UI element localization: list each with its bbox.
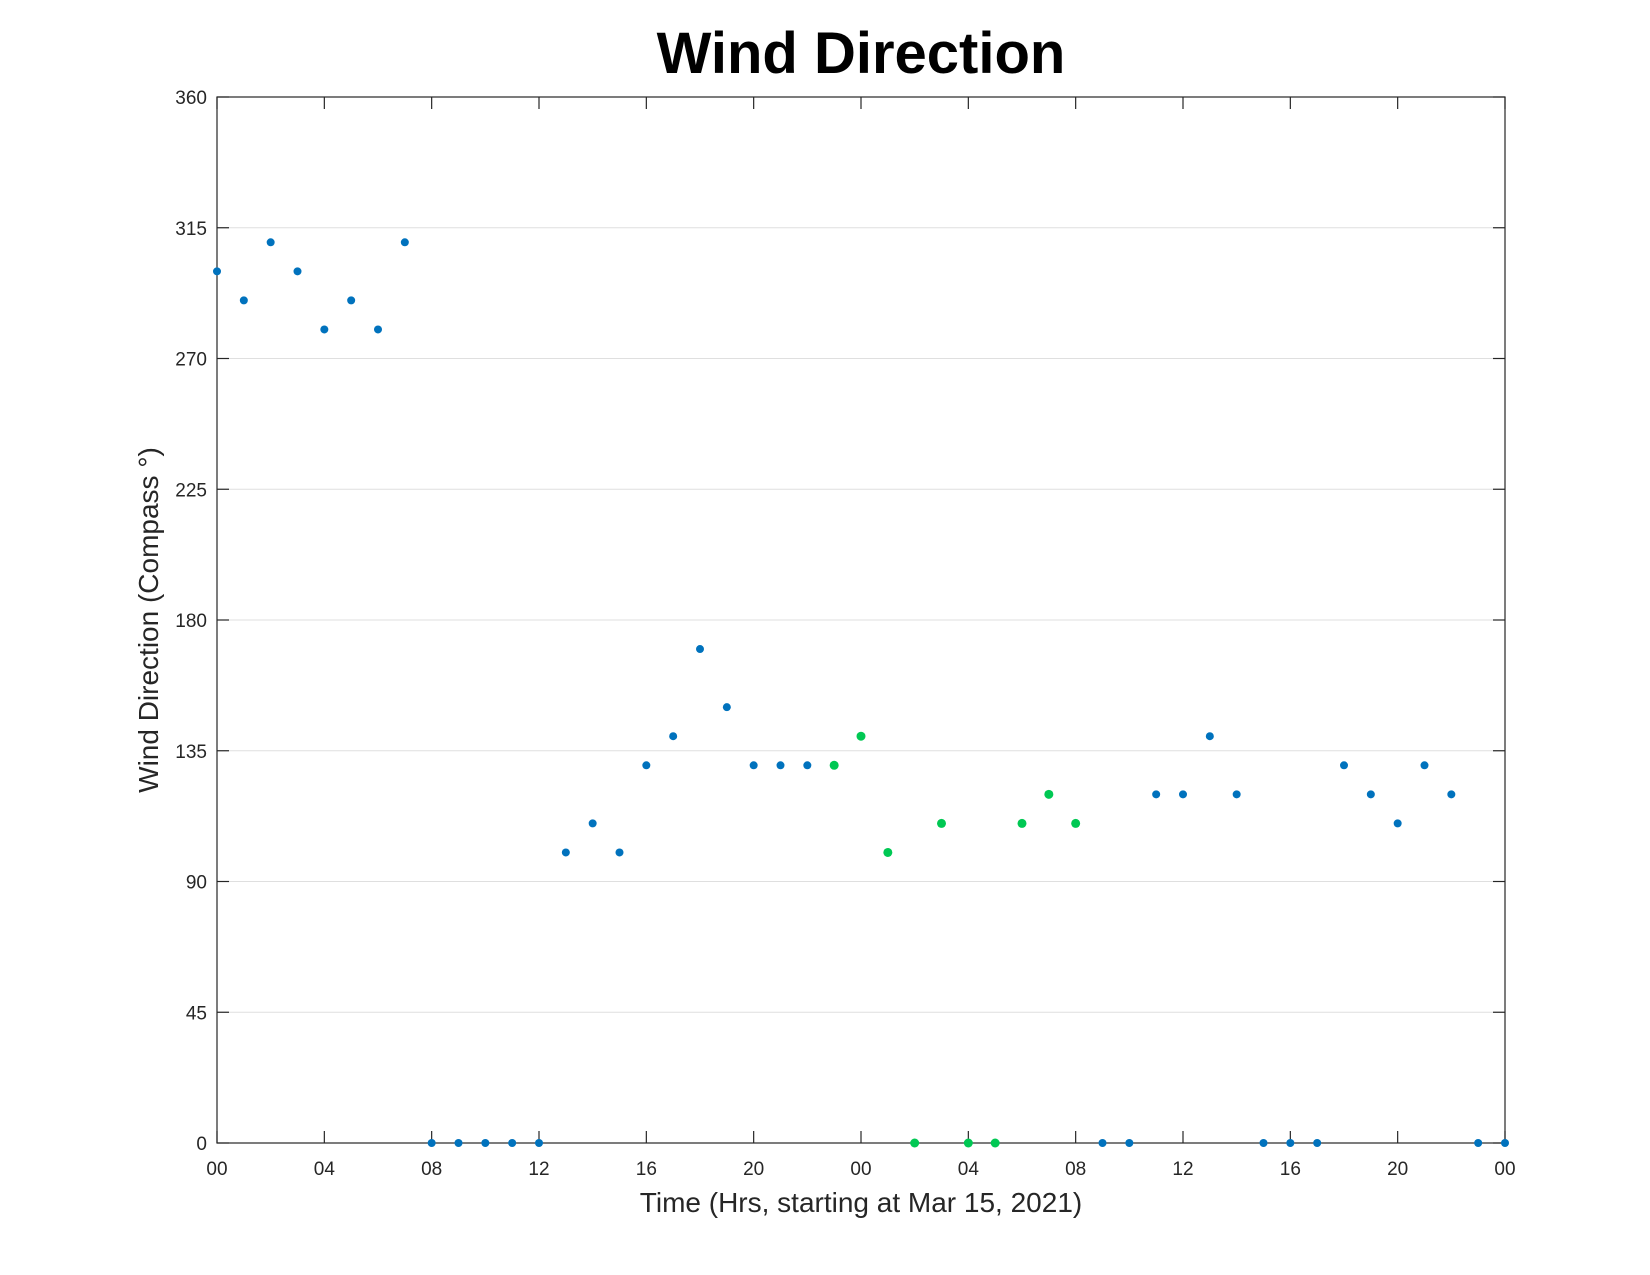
data-point — [1205, 732, 1214, 741]
y-axis-title: Wind Direction (Compass °) — [133, 447, 164, 793]
y-tick-label: 90 — [186, 873, 207, 894]
x-tick-label: 16 — [1280, 1159, 1301, 1180]
x-tick-label: 08 — [421, 1159, 442, 1180]
x-tick-label: 12 — [528, 1159, 549, 1180]
data-point — [615, 848, 624, 857]
data-point — [213, 267, 221, 276]
x-tick-label: 04 — [314, 1159, 336, 1180]
x-tick-label: 04 — [958, 1159, 980, 1180]
y-tick-label: 270 — [175, 350, 207, 371]
y-tick-label: 315 — [175, 219, 207, 240]
x-tick-label: 20 — [1387, 1159, 1408, 1180]
data-point — [883, 847, 893, 857]
data-point — [990, 1138, 1000, 1148]
data-point — [696, 645, 704, 654]
data-point — [963, 1138, 973, 1148]
data-point — [1340, 761, 1348, 770]
data-point — [239, 296, 248, 305]
data-point — [722, 703, 731, 712]
data-point — [561, 848, 570, 857]
data-point — [1393, 819, 1402, 828]
data-point — [1447, 790, 1456, 799]
data-point — [481, 1139, 490, 1147]
data-point — [400, 238, 409, 247]
y-tick-label: 45 — [186, 1003, 207, 1024]
y-tick-label: 135 — [175, 742, 207, 763]
axis-ticks: 0 45 90 135 180 225 270 315 360 00 04 08 12 16 20 00 04 0… — [175, 88, 1515, 1180]
grid-lines — [217, 227, 1505, 1013]
data-point — [427, 1139, 436, 1147]
data-point — [803, 761, 812, 770]
x-tick-label: 08 — [1065, 1159, 1086, 1180]
x-tick-label: 00 — [850, 1159, 871, 1180]
x-axis-title: Time (Hrs, starting at Mar 15, 2021) — [640, 1187, 1082, 1218]
data-point — [776, 761, 785, 770]
data-point — [1071, 818, 1081, 828]
data-point — [347, 296, 356, 305]
data-point — [266, 238, 275, 247]
data-point — [829, 760, 839, 770]
data-point — [1017, 818, 1027, 828]
data-point — [1366, 790, 1375, 799]
data-point — [1125, 1139, 1134, 1147]
data-points — [213, 238, 1509, 1148]
y-tick-label: 180 — [175, 611, 207, 632]
x-tick-label: 20 — [743, 1159, 764, 1180]
data-point — [1474, 1139, 1483, 1147]
data-point — [508, 1139, 517, 1147]
data-point — [1232, 790, 1241, 799]
data-point — [588, 819, 597, 828]
data-point — [1098, 1139, 1107, 1147]
data-point — [856, 731, 866, 741]
data-point — [454, 1139, 463, 1147]
data-point — [1179, 790, 1187, 799]
data-point — [910, 1138, 920, 1148]
y-tick-label: 0 — [196, 1134, 207, 1155]
x-tick-label: 16 — [636, 1159, 657, 1180]
data-point — [535, 1139, 543, 1147]
data-point — [1044, 789, 1054, 799]
data-point — [1313, 1139, 1322, 1147]
y-tick-label: 360 — [175, 88, 207, 109]
x-tick-label: 00 — [206, 1159, 227, 1180]
data-point — [1501, 1139, 1509, 1147]
chart-title: Wind Direction — [657, 21, 1066, 86]
data-point — [374, 325, 382, 334]
x-tick-label: 00 — [1494, 1159, 1515, 1180]
data-point — [1259, 1139, 1268, 1147]
data-point — [937, 818, 946, 828]
data-point — [749, 761, 758, 770]
data-point — [642, 761, 651, 770]
data-point — [1152, 790, 1161, 799]
data-point — [1420, 761, 1429, 770]
data-point — [669, 732, 678, 741]
y-tick-label: 225 — [175, 480, 207, 501]
data-point — [1286, 1139, 1295, 1147]
data-point — [320, 325, 329, 334]
data-point — [293, 267, 302, 276]
x-tick-label: 12 — [1172, 1159, 1193, 1180]
